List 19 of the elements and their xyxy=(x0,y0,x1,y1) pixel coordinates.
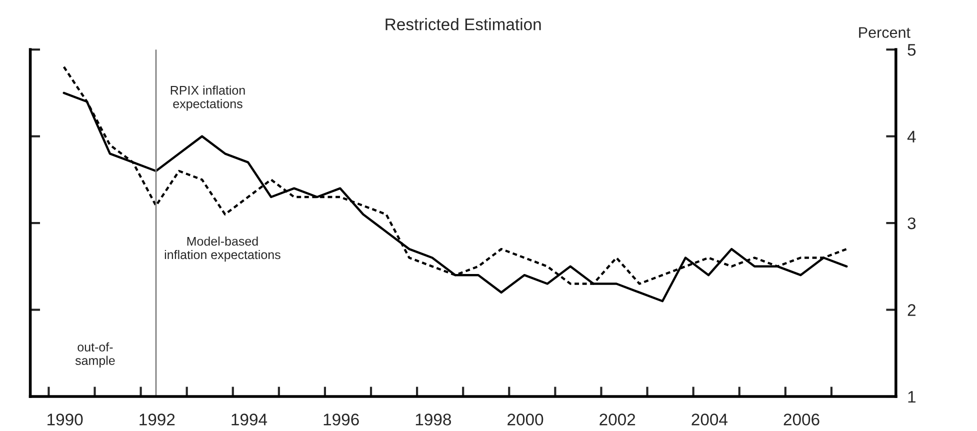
y-tick-label: 2 xyxy=(908,304,916,316)
y-axis-title: Percent xyxy=(859,27,910,38)
y-tick-label: 3 xyxy=(908,217,916,230)
x-tick-label: 1990 xyxy=(48,414,83,426)
x-tick-label: 1994 xyxy=(232,414,268,426)
x-tick-label: 2006 xyxy=(784,414,820,426)
y-tick-label: 1 xyxy=(908,391,916,403)
x-tick-label: 1996 xyxy=(324,414,359,426)
annotation: out-of- sample xyxy=(75,342,115,368)
x-tick-label: 2004 xyxy=(692,414,728,426)
x-tick-label: 2000 xyxy=(508,414,544,426)
x-tick-label: 1998 xyxy=(416,414,451,426)
annotation: Model-based inflation expectations xyxy=(164,236,280,262)
annotation: RPIX inflation expectations xyxy=(170,86,245,111)
x-tick-label: 2002 xyxy=(600,414,636,426)
chart-title: Restricted Estimation xyxy=(386,18,541,30)
x-tick-label: 1992 xyxy=(140,414,175,426)
y-tick-label: 4 xyxy=(907,130,916,142)
y-tick-label: 5 xyxy=(908,44,916,56)
